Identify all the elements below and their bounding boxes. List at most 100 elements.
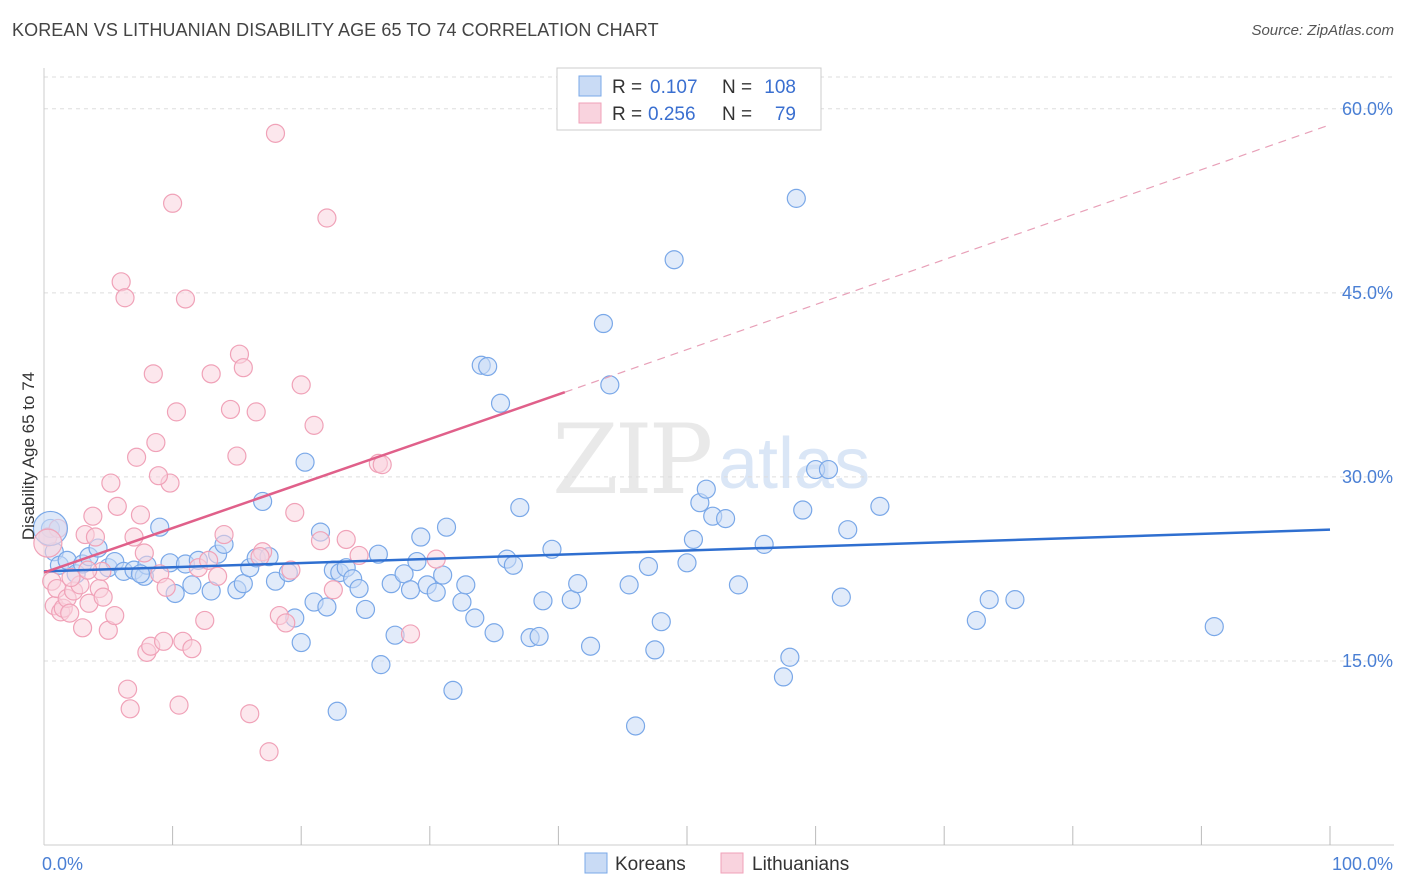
point-lithuanians xyxy=(259,742,279,762)
watermark-zip: ZIP xyxy=(552,404,711,516)
point-koreans xyxy=(443,680,463,701)
stats-n-label-2: N = xyxy=(722,104,752,125)
point-koreans xyxy=(773,667,794,687)
point-lithuanians xyxy=(134,543,154,563)
point-lithuanians xyxy=(220,399,241,420)
point-lithuanians xyxy=(336,529,356,550)
legend-swatch-lithuanians xyxy=(720,852,744,874)
point-lithuanians xyxy=(130,505,151,525)
point-koreans xyxy=(355,599,376,620)
point-koreans xyxy=(966,610,986,631)
point-koreans xyxy=(786,188,806,208)
watermark: ZIP atlas xyxy=(552,404,870,516)
point-koreans xyxy=(677,553,697,573)
point-koreans xyxy=(484,623,504,643)
point-lithuanians xyxy=(163,193,183,213)
trend-line-lithuanians-extension xyxy=(564,124,1331,393)
point-koreans xyxy=(368,544,388,564)
point-koreans xyxy=(754,534,774,554)
point-koreans xyxy=(625,716,646,736)
stats-legend: R = 0.107 N = 108 R = 0.256 N = 79 xyxy=(556,67,822,131)
point-lithuanians xyxy=(233,358,253,378)
point-koreans xyxy=(870,496,890,516)
point-lithuanians xyxy=(115,288,135,308)
point-lithuanians xyxy=(246,402,266,422)
point-lithuanians xyxy=(227,446,247,466)
point-koreans xyxy=(561,590,581,610)
series-legend: Koreans Lithuanians xyxy=(584,852,849,875)
stats-r-label-2: R = xyxy=(612,104,642,125)
point-koreans xyxy=(1005,590,1025,610)
point-koreans xyxy=(651,612,671,632)
point-lithuanians xyxy=(281,560,301,580)
point-koreans xyxy=(696,479,716,499)
point-koreans xyxy=(253,491,273,512)
point-lithuanians xyxy=(72,618,93,638)
point-lithuanians xyxy=(166,402,187,422)
y-tick-label: 30.0% xyxy=(1342,467,1393,487)
point-koreans xyxy=(568,574,588,594)
point-lithuanians xyxy=(153,631,174,651)
point-koreans xyxy=(715,509,736,529)
trend-line-lithuanians xyxy=(43,391,566,574)
stats-r-value-1: 0.107 xyxy=(650,77,698,98)
point-koreans xyxy=(291,632,311,653)
point-lithuanians xyxy=(291,375,311,395)
data-points xyxy=(32,123,1224,762)
stats-swatch-koreans xyxy=(578,75,602,97)
chart-title: KOREAN VS LITHUANIAN DISABILITY AGE 65 T… xyxy=(12,20,659,40)
point-lithuanians xyxy=(60,603,80,623)
y-tick-label: 15.0% xyxy=(1342,651,1393,671)
point-koreans xyxy=(317,597,337,617)
point-koreans xyxy=(433,565,453,585)
point-koreans xyxy=(664,250,684,270)
stats-n-value-2: 79 xyxy=(775,104,796,125)
legend-label-koreans: Koreans xyxy=(615,854,686,875)
point-lithuanians xyxy=(111,272,131,292)
point-koreans xyxy=(295,452,315,472)
point-koreans xyxy=(728,575,749,595)
point-koreans xyxy=(510,497,530,518)
point-lithuanians xyxy=(208,566,228,586)
point-lithuanians xyxy=(323,580,343,600)
point-koreans xyxy=(400,580,421,600)
point-lithuanians xyxy=(117,679,138,699)
point-koreans xyxy=(529,626,549,647)
point-koreans xyxy=(831,587,851,607)
point-lithuanians xyxy=(83,506,103,526)
series-lithuanians xyxy=(38,123,446,762)
point-lithuanians xyxy=(310,531,331,551)
y-axis-label: Disability Age 65 to 74 xyxy=(19,372,38,540)
legend-label-lithuanians: Lithuanians xyxy=(752,854,849,875)
point-lithuanians xyxy=(285,502,305,523)
point-lithuanians xyxy=(250,547,270,567)
y-tick-labels: 15.0% 30.0% 45.0% 60.0% xyxy=(1342,99,1393,671)
point-lithuanians xyxy=(126,447,147,467)
stats-n-label-1: N = xyxy=(722,77,752,98)
point-koreans xyxy=(793,500,813,520)
trend-line-koreans xyxy=(43,528,1331,573)
point-lithuanians xyxy=(148,466,169,486)
point-koreans xyxy=(818,459,839,480)
point-lithuanians xyxy=(317,208,337,228)
point-koreans xyxy=(638,556,659,577)
stats-n-value-1: 108 xyxy=(764,77,796,98)
point-koreans xyxy=(580,636,601,656)
point-koreans xyxy=(456,575,476,595)
point-koreans xyxy=(182,575,202,595)
x-tick-label-max: 100.0% xyxy=(1332,854,1393,874)
point-koreans xyxy=(452,592,472,612)
point-lithuanians xyxy=(143,364,163,384)
point-lithuanians xyxy=(400,624,421,644)
point-koreans xyxy=(1204,616,1224,637)
point-koreans xyxy=(349,578,369,599)
point-lithuanians xyxy=(304,415,324,435)
point-lithuanians xyxy=(120,699,140,719)
stats-swatch-lithuanians xyxy=(578,102,602,124)
point-lithuanians xyxy=(182,639,202,659)
point-lithuanians xyxy=(201,364,221,384)
point-koreans xyxy=(407,551,427,572)
point-koreans xyxy=(593,313,614,334)
watermark-atlas: atlas xyxy=(718,424,870,504)
